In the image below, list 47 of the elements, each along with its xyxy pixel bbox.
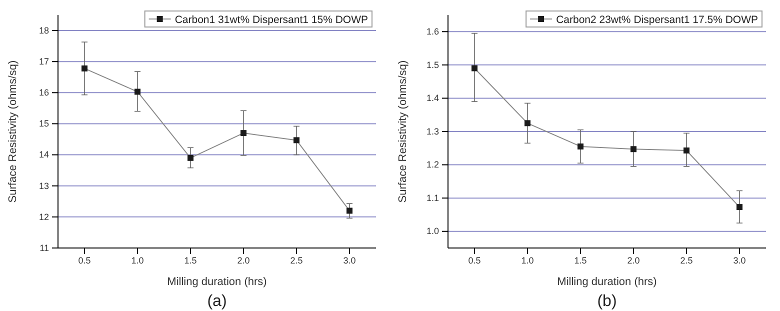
point [630, 146, 636, 152]
point [134, 88, 140, 95]
x-tick-label: 1.0 [521, 255, 534, 266]
legend-label: Carbon2 23wt% Dispersant1 17.5% DOWP [556, 14, 758, 26]
y-tick-label: 1.6 [426, 26, 439, 37]
text: (a) [207, 293, 227, 310]
y-tick-label: 14 [38, 150, 49, 160]
y-tick-label: 17 [38, 56, 49, 66]
point [472, 65, 478, 72]
y-tick-label: 13 [38, 180, 49, 191]
point [346, 208, 352, 214]
point [240, 130, 246, 136]
y-axis-title: Surface Resistivity (ohms/sq) [7, 60, 19, 203]
x-tick-label: 3.0 [343, 255, 356, 266]
x-tick-label: 2.0 [627, 255, 640, 266]
x-tick-label: 0.5 [468, 255, 481, 266]
x-tick-label: 1.5 [184, 255, 197, 266]
y-tick-label: 1.3 [426, 126, 439, 136]
point [736, 204, 742, 210]
x-tick-label: 2.5 [680, 255, 693, 266]
y-tick-label: 12 [38, 212, 49, 222]
x-tick-label: 1.5 [574, 255, 587, 266]
text: (b) [597, 293, 617, 310]
x-axis-title: Milling duration (hrs) [167, 276, 267, 288]
point [82, 65, 88, 72]
y-tick-label: 18 [38, 25, 49, 36]
point [188, 154, 194, 161]
legend-label: Carbon1 31wt% Dispersant1 15% DOWP [174, 14, 368, 26]
x-tick-label: 2.5 [290, 255, 303, 266]
y-tick-label: 16 [38, 88, 49, 98]
x-tick-label: 3.0 [733, 255, 746, 266]
point [524, 120, 530, 126]
y-tick-label: 1.4 [426, 93, 439, 104]
y-tick-label: 1.5 [426, 60, 439, 70]
x-tick-label: 2.0 [237, 255, 250, 266]
y-axis-title: Surface Resistivity (ohms/sq) [397, 60, 409, 203]
y-tick-label: 1.2 [426, 160, 439, 170]
point [294, 137, 300, 144]
point [684, 147, 690, 154]
x-tick-label: 0.5 [78, 255, 91, 266]
point [578, 143, 584, 150]
x-tick-label: 1.0 [131, 255, 144, 266]
y-tick-label: 1.1 [426, 192, 439, 203]
y-tick-label: 11 [40, 242, 49, 253]
y-tick-label: 15 [38, 118, 49, 129]
x-axis-title: Milling duration (hrs) [557, 276, 657, 288]
y-tick-label: 1.0 [426, 226, 439, 236]
